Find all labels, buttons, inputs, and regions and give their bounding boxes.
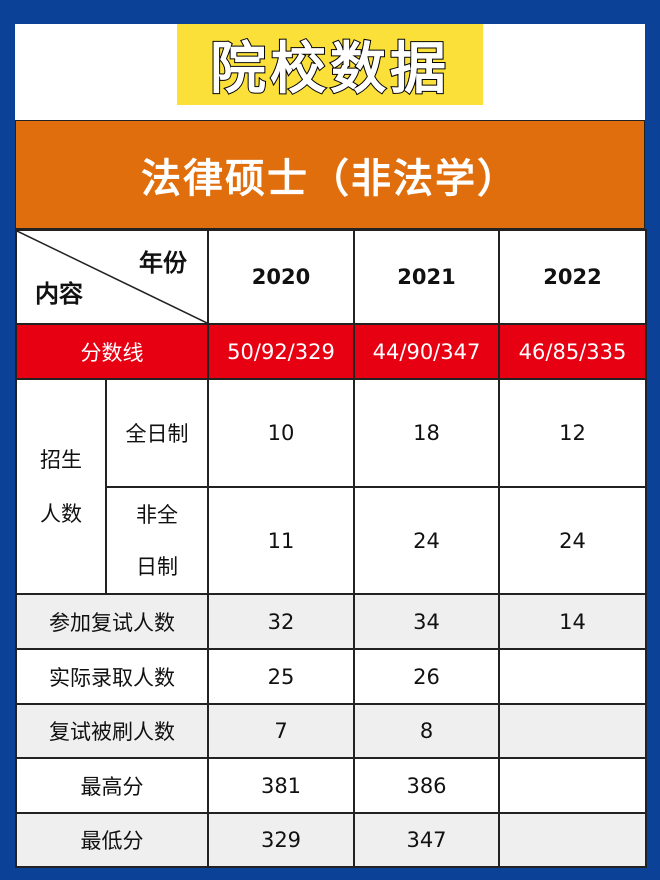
row-label: 分数线 — [15, 323, 209, 380]
cell: 24 — [353, 486, 500, 595]
row-label: 全日制 — [105, 378, 209, 488]
cell — [498, 703, 647, 759]
section-header: 法律硕士（非法学） — [15, 120, 645, 229]
corner-content-label: 内容 — [35, 280, 83, 308]
cell: 11 — [207, 486, 355, 595]
cell: 10 — [207, 378, 355, 488]
title-banner: 院校数据 — [177, 24, 483, 105]
cell: 386 — [353, 757, 500, 814]
label-line: 非全 — [136, 502, 178, 527]
cell: 12 — [498, 378, 647, 488]
part-time-row: 非全日制 11 24 24 — [16, 486, 647, 595]
row-label: 最高分 — [15, 757, 209, 814]
row-label: 复试被刷人数 — [15, 703, 209, 759]
cell: 34 — [353, 593, 500, 650]
enrollment-label: 招生 人数 — [15, 378, 107, 595]
full-time-row: 招生人数 全日制 10 18 12 — [15, 378, 647, 595]
cell: 26 — [353, 648, 500, 705]
cell: 25 — [207, 648, 355, 705]
table-row: 最高分 381 386 — [15, 757, 647, 814]
row-label: 参加复试人数 — [15, 593, 209, 650]
enrollment-label-line: 人数 — [40, 501, 82, 526]
diagonal-line — [17, 231, 207, 323]
title-card: 院校数据 — [15, 24, 645, 121]
cell: 46/85/335 — [498, 323, 647, 380]
cell — [498, 757, 647, 814]
cell: 18 — [353, 378, 500, 488]
year-header: 2022 — [498, 229, 647, 325]
row-label: 非全 日制 — [105, 486, 209, 595]
header-row: 年份 内容 2020 2021 2022 — [15, 229, 647, 325]
table-row: 最低分 329 347 — [15, 812, 647, 868]
cell: 50/92/329 — [207, 323, 355, 380]
cell: 329 — [207, 812, 355, 868]
table-row: 参加复试人数 32 34 14 — [15, 593, 647, 650]
row-label: 实际录取人数 — [15, 648, 209, 705]
corner-cell: 年份 内容 — [15, 229, 209, 325]
cell — [498, 648, 647, 705]
cell: 44/90/347 — [353, 323, 500, 380]
score-line-row: 分数线 50/92/329 44/90/347 46/85/335 — [15, 323, 647, 380]
cell: 32 — [207, 593, 355, 650]
admissions-table: 年份 内容 2020 2021 2022 分数线 50/92/329 44/90… — [15, 229, 647, 868]
row-label: 最低分 — [15, 812, 209, 868]
enrollment-label-line: 招生 — [40, 447, 82, 472]
corner-year-label: 年份 — [139, 249, 187, 277]
cell — [498, 812, 647, 868]
cell: 8 — [353, 703, 500, 759]
label-line: 日制 — [136, 554, 178, 579]
cell: 24 — [498, 486, 647, 595]
cell: 14 — [498, 593, 647, 650]
table-row: 实际录取人数 25 26 — [15, 648, 647, 705]
cell: 381 — [207, 757, 355, 814]
section-title: 法律硕士（非法学） — [141, 155, 519, 202]
year-header: 2020 — [207, 229, 355, 325]
cell: 7 — [207, 703, 355, 759]
banner-title: 院校数据 — [209, 36, 450, 103]
year-header: 2021 — [353, 229, 500, 325]
cell: 347 — [353, 812, 500, 868]
